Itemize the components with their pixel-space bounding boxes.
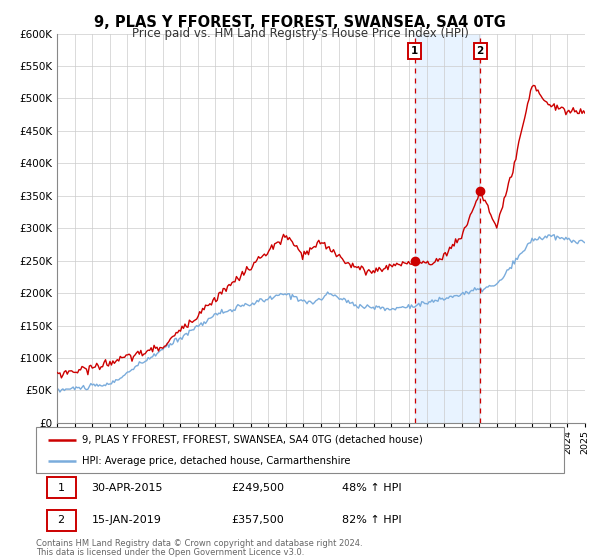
Text: 2: 2 — [476, 46, 484, 56]
Text: 82% ↑ HPI: 82% ↑ HPI — [342, 515, 402, 525]
Text: This data is licensed under the Open Government Licence v3.0.: This data is licensed under the Open Gov… — [36, 548, 304, 557]
Text: 1: 1 — [58, 483, 65, 493]
Text: 1: 1 — [411, 46, 418, 56]
Text: HPI: Average price, detached house, Carmarthenshire: HPI: Average price, detached house, Carm… — [82, 456, 351, 466]
Text: 9, PLAS Y FFOREST, FFOREST, SWANSEA, SA4 0TG: 9, PLAS Y FFOREST, FFOREST, SWANSEA, SA4… — [94, 15, 506, 30]
Text: 2: 2 — [58, 515, 65, 525]
FancyBboxPatch shape — [47, 477, 76, 498]
Text: £249,500: £249,500 — [232, 483, 284, 493]
Text: £357,500: £357,500 — [232, 515, 284, 525]
FancyBboxPatch shape — [47, 510, 76, 531]
Text: 9, PLAS Y FFOREST, FFOREST, SWANSEA, SA4 0TG (detached house): 9, PLAS Y FFOREST, FFOREST, SWANSEA, SA4… — [82, 435, 423, 445]
Bar — [415, 34, 480, 423]
FancyBboxPatch shape — [36, 427, 564, 473]
Text: 15-JAN-2019: 15-JAN-2019 — [91, 515, 161, 525]
Text: Price paid vs. HM Land Registry's House Price Index (HPI): Price paid vs. HM Land Registry's House … — [131, 27, 469, 40]
Text: Contains HM Land Registry data © Crown copyright and database right 2024.: Contains HM Land Registry data © Crown c… — [36, 539, 362, 548]
Text: 30-APR-2015: 30-APR-2015 — [91, 483, 163, 493]
Text: 48% ↑ HPI: 48% ↑ HPI — [342, 483, 402, 493]
